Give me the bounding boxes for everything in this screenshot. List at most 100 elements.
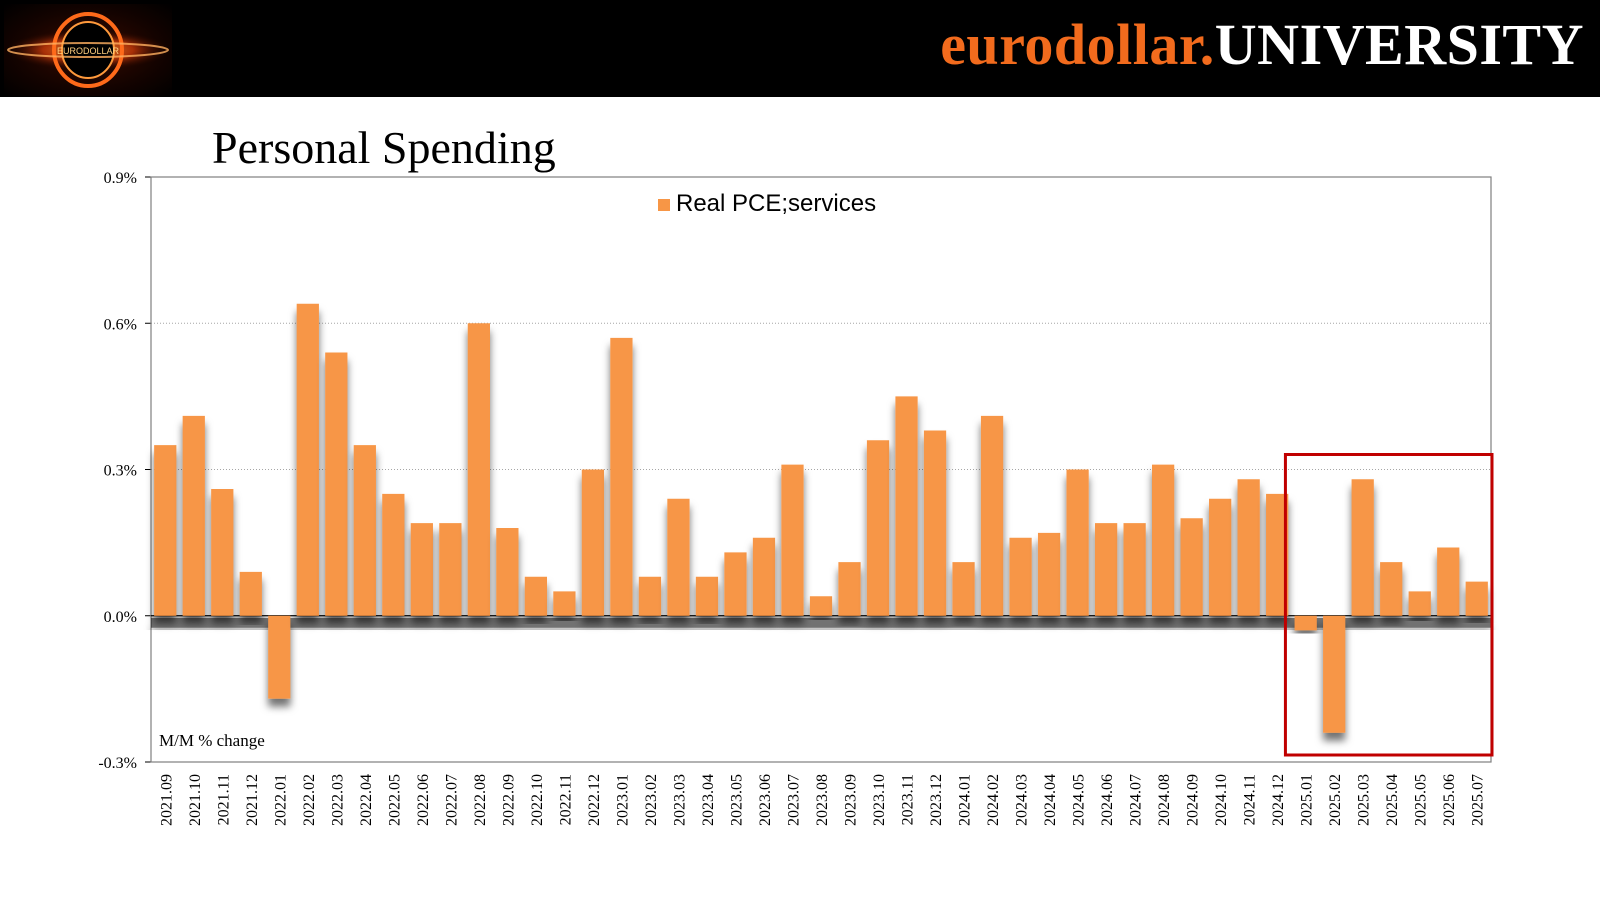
bar-2025.06 [1437,547,1460,616]
header-bar: EURODOLLAR eurodollar.UNIVERSITY [0,0,1600,97]
x-tick-label: 2022.05 [386,774,403,826]
bar-2025.01 [1294,615,1317,631]
x-tick-label: 2022.11 [557,774,574,825]
bar-2024.10 [1209,498,1232,616]
black-hole-logo-icon: EURODOLLAR [6,12,170,88]
bar-2024.01 [952,562,975,616]
bar-2024.06 [1094,523,1118,616]
bar-2022.05 [382,493,405,616]
y-tick-label: 0.0% [104,609,137,626]
x-tick-label: 2023.09 [843,774,860,826]
bar-2023.11 [895,396,918,616]
x-tick-label: 2024.06 [1099,774,1116,826]
y-tick-label: 0.3% [104,463,137,480]
x-tick-label: 2023.08 [814,774,831,826]
bar-2023.08 [809,596,833,616]
x-tick-label: 2025.06 [1441,774,1458,826]
x-tick-label: 2021.09 [158,774,175,826]
bar-2023.04 [695,576,719,616]
brand-title: eurodollar.UNIVERSITY [940,12,1584,78]
bar-2022.08 [467,323,490,616]
bar-2024.12 [1266,493,1289,616]
bar-2023.01 [610,337,633,616]
bar-2022.02 [296,303,319,616]
bar-2025.03 [1351,479,1374,616]
x-tick-label: 2024.04 [1042,774,1059,826]
annotation-text: M/M % change [159,731,265,750]
bar-2025.07 [1465,581,1488,616]
brand-part-1: eurodollar. [940,12,1215,77]
x-tick-label: 2022.01 [272,774,289,826]
bar-2024.04 [1037,532,1061,616]
logo: EURODOLLAR [4,4,172,96]
x-tick-label: 2022.07 [443,774,460,826]
zero-axis-shadow [151,617,1491,628]
bar-2022.12 [581,469,605,616]
x-tick-label: 2023.10 [871,774,888,826]
x-tick-label: 2022.09 [500,774,517,826]
x-tick-label: 2024.03 [1014,774,1031,826]
x-tick-label: 2024.08 [1156,774,1173,826]
x-tick-label: 2021.12 [244,774,261,826]
bar-2023.07 [781,464,804,616]
bar-2024.07 [1123,523,1146,616]
x-tick-label: 2025.01 [1299,774,1316,826]
bar-2023.02 [638,576,662,616]
bar-2023.10 [866,440,890,616]
x-tick-label: 2023.03 [671,774,688,826]
chart-title: Personal Spending [212,122,556,173]
x-tick-label: 2022.12 [586,774,603,826]
x-tick-label: 2022.02 [301,774,318,826]
bar-2022.07 [439,523,462,616]
bar-2024.09 [1180,518,1203,616]
bar-2023.06 [752,537,776,616]
y-tick-label: -0.3% [98,755,137,772]
bar-2021.09 [154,445,177,616]
x-tick-label: 2023.05 [728,774,745,826]
x-tick-label: 2023.02 [643,774,660,826]
bar-2025.05 [1408,591,1431,616]
x-tick-label: 2023.06 [757,774,774,826]
bar-2023.03 [667,498,690,616]
y-tick-label: 0.6% [104,316,137,333]
brand-part-2: UNIVERSITY [1214,12,1584,77]
x-tick-label: 2024.05 [1071,774,1088,826]
bar-2022.09 [496,528,519,616]
legend-label: Real PCE;services [676,190,876,217]
bar-2022.11 [553,591,576,616]
x-tick-label: 2022.10 [529,774,546,826]
highlight-box [1283,453,1494,757]
bar-2022.04 [353,445,376,616]
x-tick-label: 2024.10 [1213,774,1230,826]
x-tick-label: 2023.07 [785,774,802,826]
bar-2024.03 [1009,537,1032,616]
y-tick-label: 0.9% [104,170,137,187]
bar-2022.01 [268,615,291,699]
bar-2022.06 [410,523,433,616]
bar-2023.12 [923,430,947,616]
x-tick-label: 2023.01 [614,774,631,826]
logo-text: EURODOLLAR [57,46,120,56]
bar-2021.10 [182,415,205,616]
bar-2025.04 [1380,562,1403,616]
x-tick-label: 2024.09 [1185,774,1202,826]
x-tick-label: 2021.11 [215,774,232,825]
bar-2022.10 [524,576,548,616]
x-tick-label: 2022.06 [415,774,432,826]
x-tick-label: 2022.03 [329,774,346,826]
x-tick-label: 2025.02 [1327,774,1344,826]
x-tick-label: 2025.04 [1384,774,1401,826]
x-tick-label: 2025.03 [1356,774,1373,826]
bar-2023.09 [838,562,861,616]
x-tick-label: 2021.10 [187,774,204,826]
bar-2024.02 [980,415,1004,616]
bar-2021.11 [211,489,234,616]
x-tick-label: 2025.07 [1470,774,1487,826]
bar-2021.12 [239,571,262,616]
bar-2023.05 [724,552,747,616]
x-tick-label: 2023.04 [700,774,717,826]
x-tick-label: 2022.04 [358,774,375,826]
x-tick-label: 2022.08 [472,774,489,826]
x-tick-label: 2025.05 [1413,774,1430,826]
